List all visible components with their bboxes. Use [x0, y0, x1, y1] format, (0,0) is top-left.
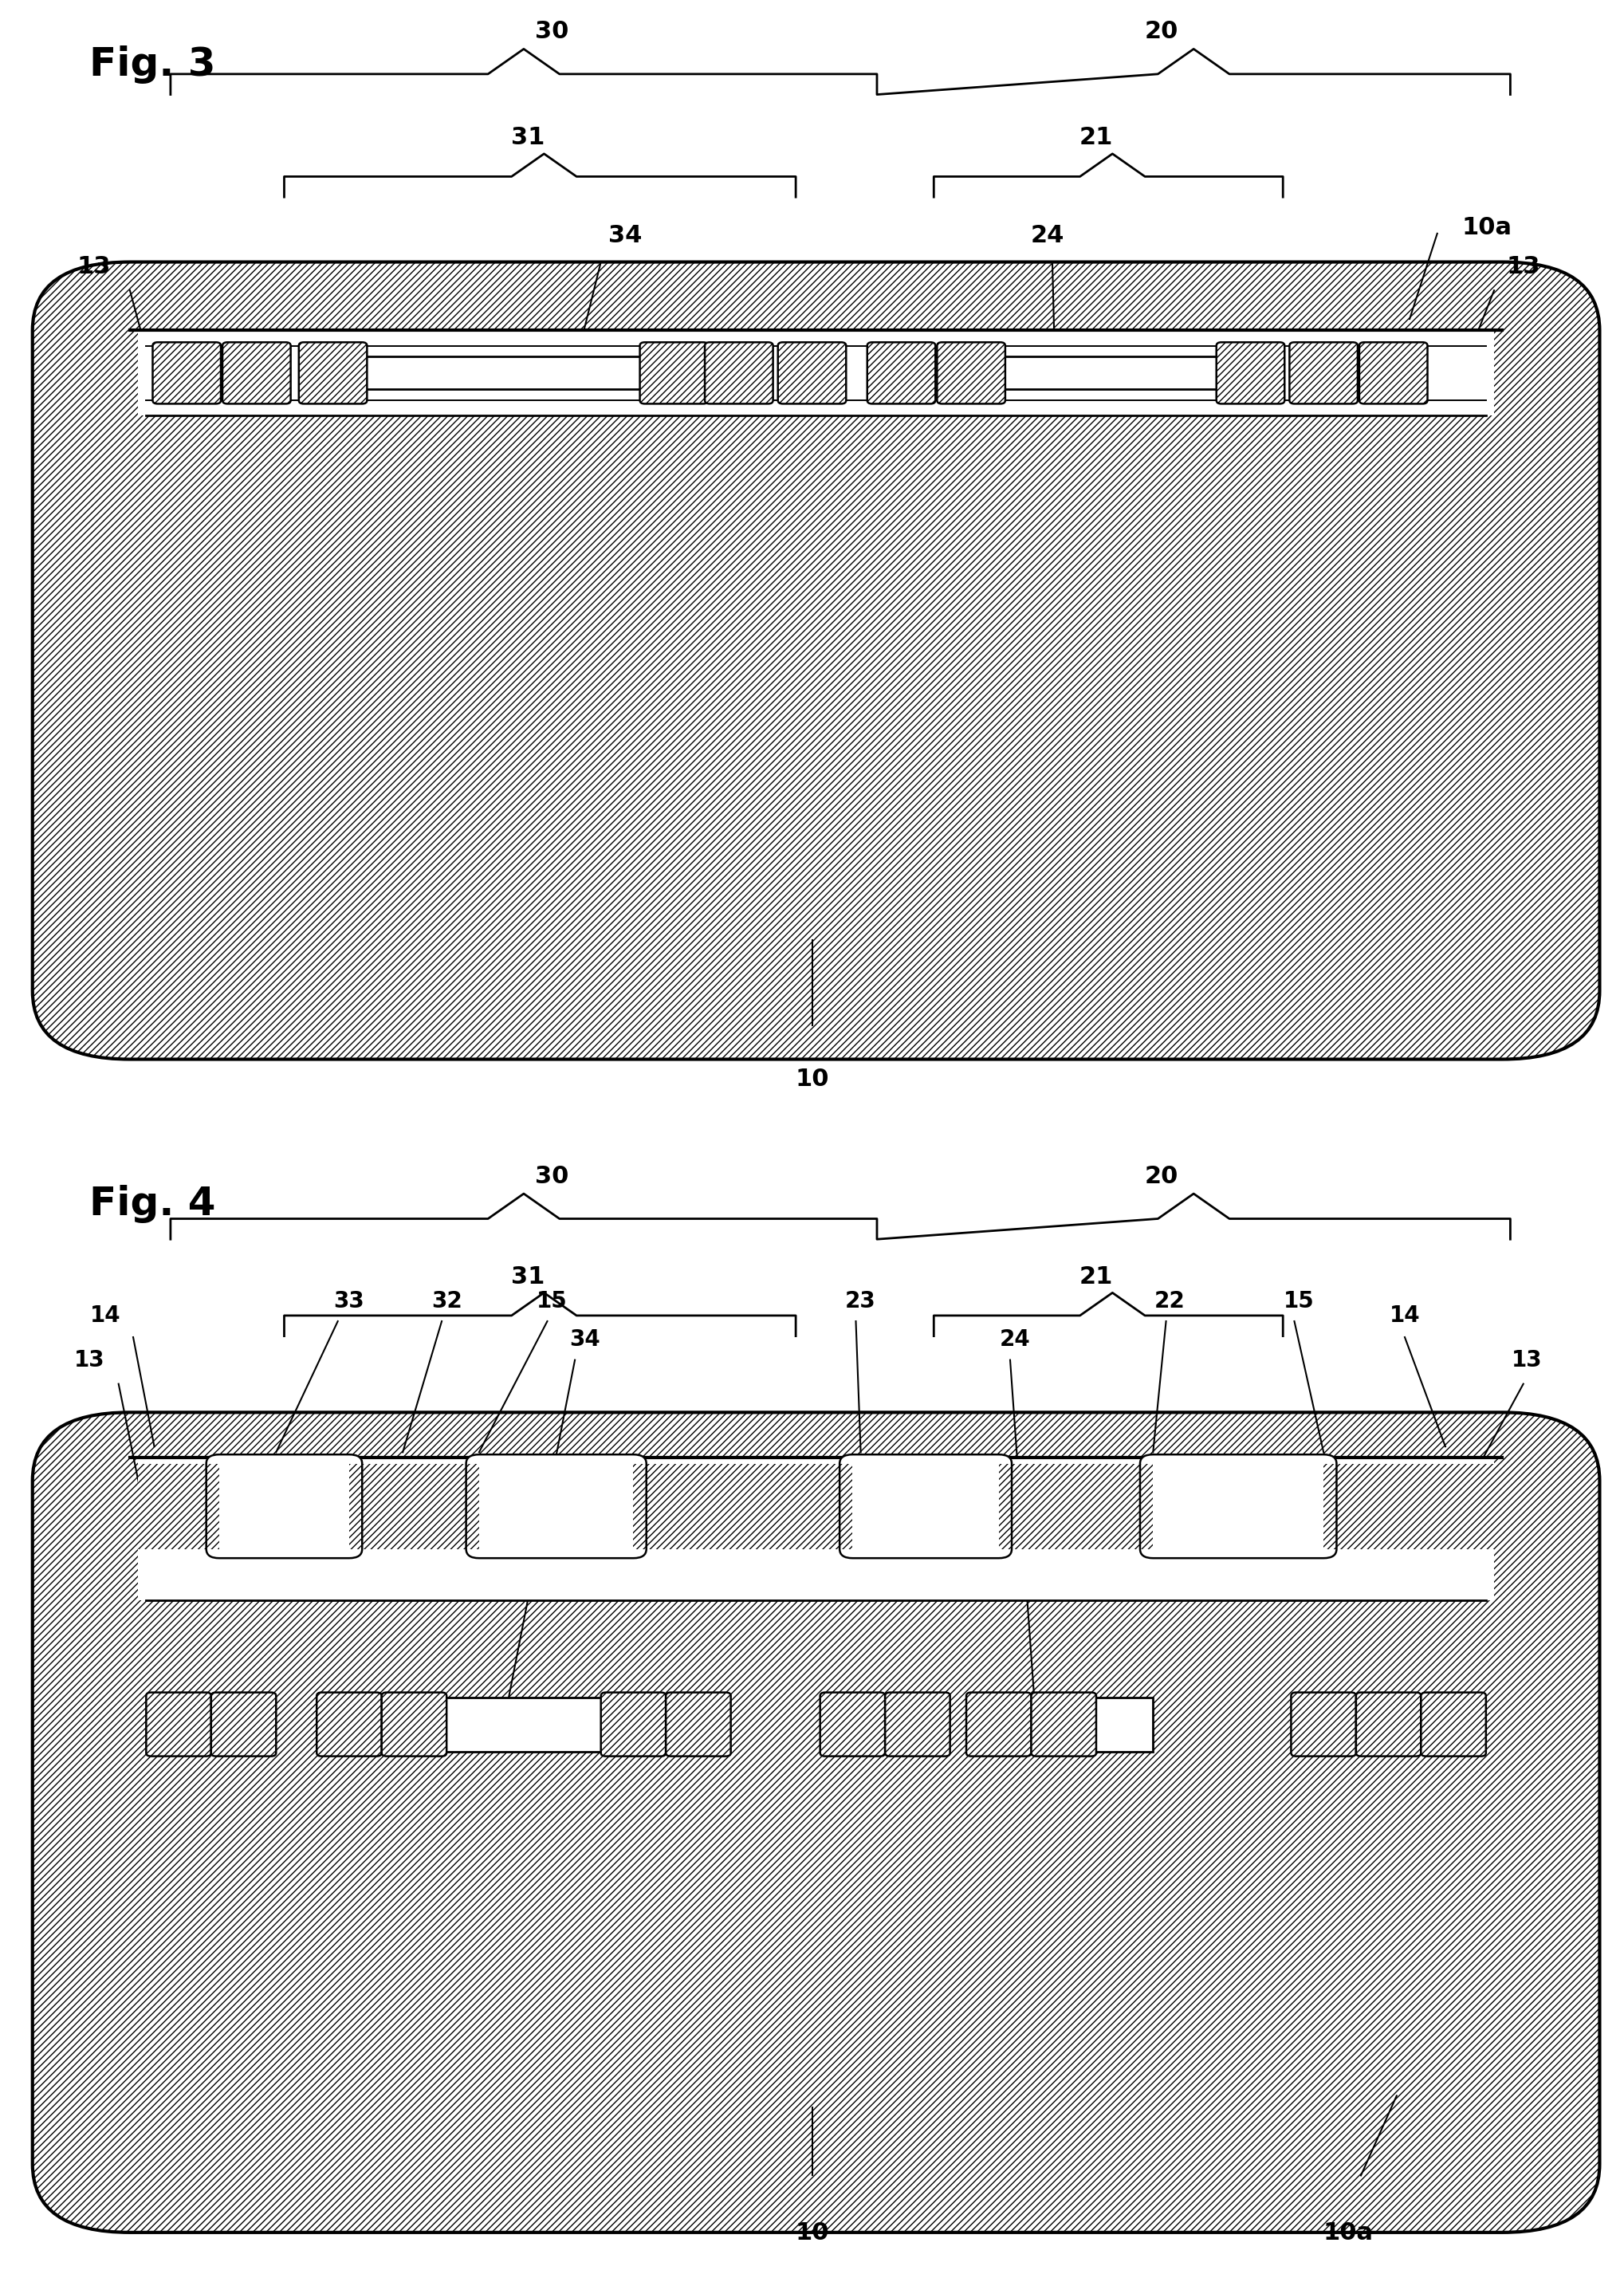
Text: 14: 14 — [91, 1305, 120, 1326]
Text: 24: 24 — [1031, 223, 1064, 248]
FancyBboxPatch shape — [820, 1693, 885, 1756]
Bar — [333, 358, 674, 390]
FancyBboxPatch shape — [146, 1693, 211, 1756]
FancyBboxPatch shape — [32, 1412, 1600, 2232]
Bar — [349, 1697, 633, 1752]
FancyBboxPatch shape — [705, 342, 773, 403]
FancyBboxPatch shape — [32, 262, 1600, 1059]
FancyBboxPatch shape — [1289, 342, 1358, 403]
Text: 13: 13 — [75, 1349, 104, 1371]
Text: Fig. 3: Fig. 3 — [89, 46, 216, 84]
FancyBboxPatch shape — [1216, 342, 1285, 403]
Text: 32: 32 — [430, 1289, 463, 1312]
Bar — [901, 358, 1250, 390]
FancyBboxPatch shape — [937, 342, 1005, 403]
Text: 24: 24 — [999, 1328, 1031, 1351]
FancyBboxPatch shape — [1421, 1693, 1486, 1756]
Bar — [138, 1465, 219, 1549]
Text: 15: 15 — [1283, 1289, 1315, 1312]
FancyBboxPatch shape — [1140, 1456, 1337, 1558]
FancyBboxPatch shape — [1356, 1693, 1421, 1756]
Bar — [999, 1697, 1153, 1752]
FancyBboxPatch shape — [840, 1456, 1012, 1558]
Text: 21: 21 — [1080, 125, 1112, 150]
Text: 10: 10 — [796, 2221, 828, 2244]
Text: 20: 20 — [1145, 1164, 1177, 1189]
FancyBboxPatch shape — [601, 1693, 666, 1756]
Text: 31: 31 — [512, 125, 544, 150]
Text: 14: 14 — [1390, 1305, 1419, 1326]
Text: 13: 13 — [78, 255, 110, 278]
FancyBboxPatch shape — [153, 342, 221, 403]
Text: 31: 31 — [512, 1264, 544, 1289]
Bar — [1324, 1465, 1494, 1549]
Text: 20: 20 — [1145, 21, 1177, 43]
FancyBboxPatch shape — [466, 1456, 646, 1558]
FancyBboxPatch shape — [222, 342, 291, 403]
FancyBboxPatch shape — [382, 1693, 447, 1756]
Bar — [349, 1465, 479, 1549]
FancyBboxPatch shape — [885, 1693, 950, 1756]
FancyBboxPatch shape — [966, 1693, 1031, 1756]
Text: 15: 15 — [536, 1289, 568, 1312]
Text: 13: 13 — [1512, 1349, 1541, 1371]
Text: 33: 33 — [333, 1289, 365, 1312]
FancyBboxPatch shape — [867, 342, 935, 403]
Text: 10: 10 — [796, 1066, 828, 1091]
Text: 34: 34 — [568, 1328, 601, 1351]
Text: 21: 21 — [1080, 1264, 1112, 1289]
FancyBboxPatch shape — [778, 342, 846, 403]
FancyBboxPatch shape — [666, 1693, 731, 1756]
FancyBboxPatch shape — [640, 342, 708, 403]
Bar — [633, 1465, 853, 1549]
Bar — [138, 1458, 1494, 1599]
FancyBboxPatch shape — [299, 342, 367, 403]
Text: 22: 22 — [1153, 1289, 1186, 1312]
Text: 10a: 10a — [1462, 216, 1512, 239]
FancyBboxPatch shape — [317, 1693, 382, 1756]
Text: 23: 23 — [844, 1289, 877, 1312]
FancyBboxPatch shape — [206, 1456, 362, 1558]
Text: 30: 30 — [536, 21, 568, 43]
FancyBboxPatch shape — [1031, 1693, 1096, 1756]
FancyBboxPatch shape — [211, 1693, 276, 1756]
Bar — [138, 330, 1494, 417]
Text: 13: 13 — [1507, 255, 1540, 278]
Text: 10a: 10a — [1324, 2221, 1372, 2244]
Text: 30: 30 — [536, 1164, 568, 1189]
Bar — [999, 1465, 1153, 1549]
Text: Fig. 4: Fig. 4 — [89, 1185, 216, 1223]
Text: 34: 34 — [609, 223, 641, 248]
FancyBboxPatch shape — [1291, 1693, 1356, 1756]
FancyBboxPatch shape — [1359, 342, 1427, 403]
